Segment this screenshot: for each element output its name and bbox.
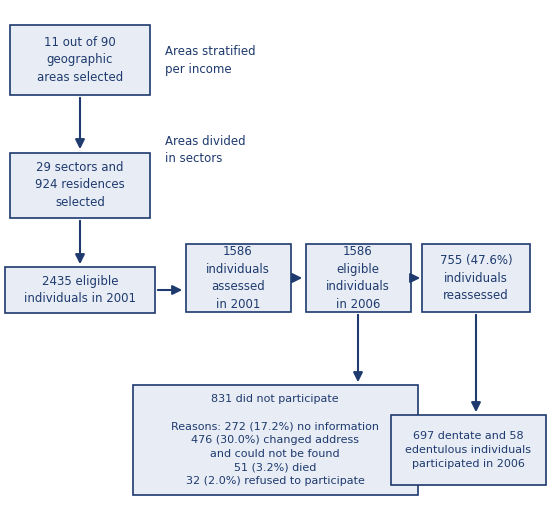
Text: 11 out of 90
geographic
areas selected: 11 out of 90 geographic areas selected <box>37 36 123 84</box>
Text: Areas divided
in sectors: Areas divided in sectors <box>165 135 246 165</box>
Text: 1586
eligible
individuals
in 2006: 1586 eligible individuals in 2006 <box>326 245 390 311</box>
Text: 2435 eligible
individuals in 2001: 2435 eligible individuals in 2001 <box>24 275 136 305</box>
Text: 1586
individuals
assessed
in 2001: 1586 individuals assessed in 2001 <box>206 245 270 311</box>
FancyBboxPatch shape <box>10 25 150 95</box>
FancyBboxPatch shape <box>185 244 291 312</box>
FancyBboxPatch shape <box>10 152 150 217</box>
FancyBboxPatch shape <box>305 244 411 312</box>
Text: 755 (47.6%)
individuals
reassessed: 755 (47.6%) individuals reassessed <box>439 254 512 302</box>
FancyBboxPatch shape <box>5 267 155 313</box>
FancyBboxPatch shape <box>422 244 530 312</box>
Text: 831 did not participate

Reasons: 272 (17.2%) no information
476 (30.0%) changed: 831 did not participate Reasons: 272 (17… <box>171 394 379 486</box>
Text: 29 sectors and
924 residences
selected: 29 sectors and 924 residences selected <box>35 161 125 209</box>
Text: Areas stratified
per income: Areas stratified per income <box>165 45 256 76</box>
FancyBboxPatch shape <box>133 385 418 495</box>
FancyBboxPatch shape <box>390 415 545 485</box>
Text: 697 dentate and 58
edentulous individuals
participated in 2006: 697 dentate and 58 edentulous individual… <box>405 432 531 469</box>
